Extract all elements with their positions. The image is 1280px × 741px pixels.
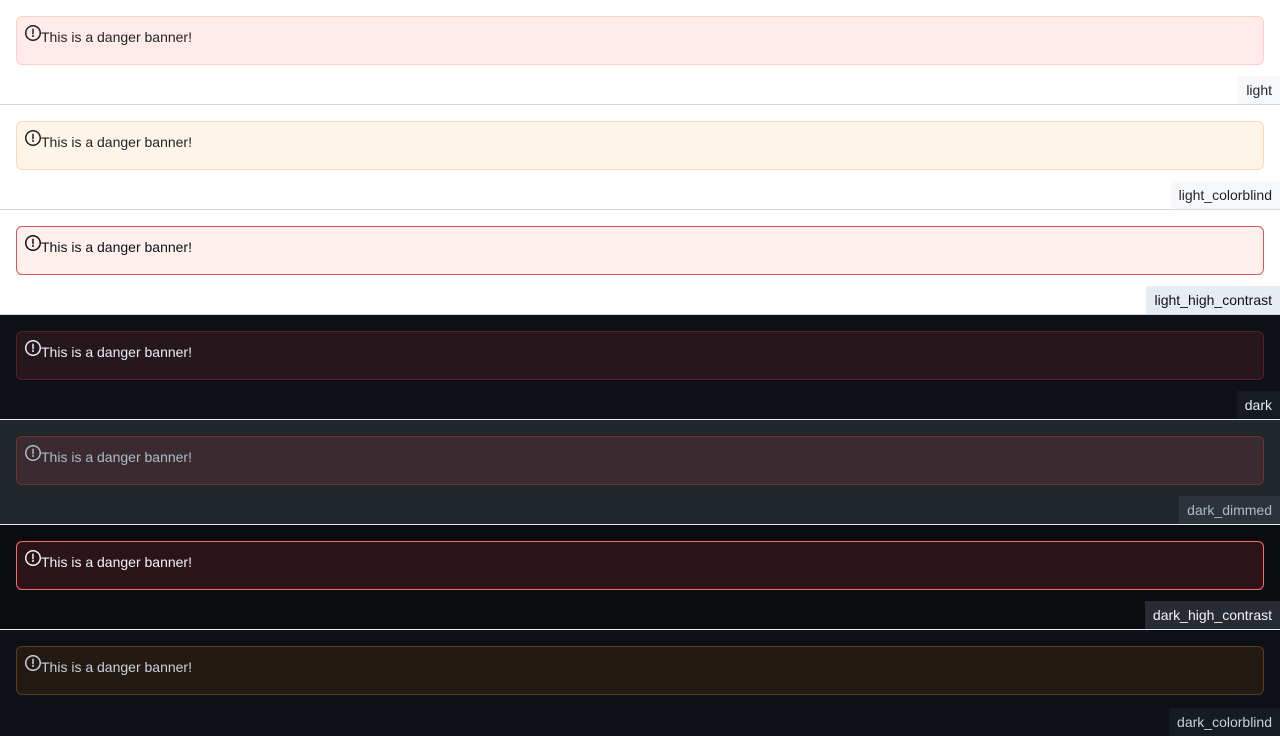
theme-label: dark_colorblind bbox=[1169, 708, 1280, 736]
theme-label: light bbox=[1238, 76, 1280, 104]
alert-icon bbox=[25, 340, 41, 356]
theme-panel-light-high-contrast: This is a danger banner! light_high_cont… bbox=[0, 210, 1280, 315]
theme-label: light_high_contrast bbox=[1146, 286, 1280, 314]
danger-banner: This is a danger banner! bbox=[16, 436, 1264, 485]
banner-text: This is a danger banner! bbox=[41, 554, 192, 570]
theme-panel-dark-high-contrast: This is a danger banner! dark_high_contr… bbox=[0, 525, 1280, 630]
alert-icon bbox=[25, 235, 41, 251]
theme-label: dark_dimmed bbox=[1179, 496, 1280, 524]
danger-banner: This is a danger banner! bbox=[16, 331, 1264, 380]
danger-banner: This is a danger banner! bbox=[16, 226, 1264, 275]
danger-banner: This is a danger banner! bbox=[16, 646, 1264, 695]
banner-text: This is a danger banner! bbox=[41, 134, 192, 150]
theme-label: dark bbox=[1236, 391, 1280, 419]
theme-panel-dark-dimmed: This is a danger banner! dark_dimmed bbox=[0, 420, 1280, 525]
theme-panel-dark-colorblind: This is a danger banner! dark_colorblind bbox=[0, 630, 1280, 736]
banner-text: This is a danger banner! bbox=[41, 659, 192, 675]
alert-icon bbox=[25, 655, 41, 671]
theme-panel-light: This is a danger banner! light bbox=[0, 0, 1280, 105]
alert-icon bbox=[25, 445, 41, 461]
theme-label: light_colorblind bbox=[1170, 181, 1280, 209]
alert-icon bbox=[25, 130, 41, 146]
theme-panel-dark: This is a danger banner! dark bbox=[0, 315, 1280, 420]
theme-panel-light-colorblind: This is a danger banner! light_colorblin… bbox=[0, 105, 1280, 210]
banner-text: This is a danger banner! bbox=[41, 239, 192, 255]
alert-icon bbox=[25, 25, 41, 41]
banner-text: This is a danger banner! bbox=[41, 344, 192, 360]
danger-banner: This is a danger banner! bbox=[16, 121, 1264, 170]
banner-text: This is a danger banner! bbox=[41, 29, 192, 45]
banner-text: This is a danger banner! bbox=[41, 449, 192, 465]
danger-banner: This is a danger banner! bbox=[16, 16, 1264, 65]
danger-banner: This is a danger banner! bbox=[16, 541, 1264, 590]
theme-label: dark_high_contrast bbox=[1144, 601, 1280, 629]
alert-icon bbox=[25, 550, 41, 566]
